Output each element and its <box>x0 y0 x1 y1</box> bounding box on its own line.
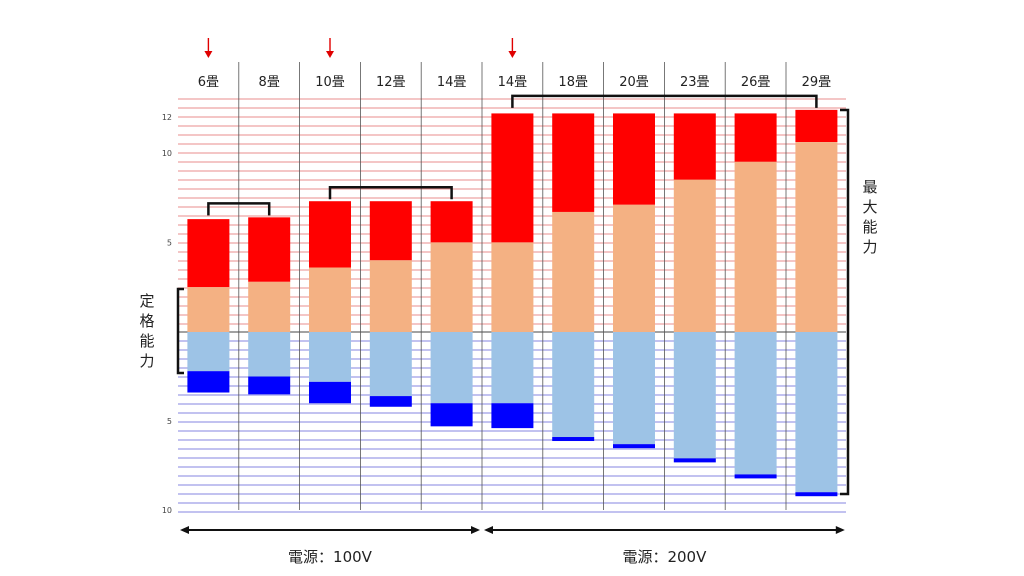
group-bracket <box>511 94 818 108</box>
bar-heating-max <box>187 371 230 393</box>
power-label: 電源：100V <box>288 548 373 566</box>
bar-heating-max <box>369 396 412 407</box>
category-label: 8畳 <box>259 75 280 90</box>
rated-capacity-annotation: 定 格 能 力 <box>139 287 184 375</box>
category-label: 26畳 <box>741 75 771 90</box>
group-bracket <box>328 185 453 200</box>
category-labels: 6畳 8畳 10畳 12畳 14畳 14畳 18畳 20畳 23畳 26畳 29畳 <box>198 75 831 90</box>
bar-cooling-rated <box>795 142 838 332</box>
tick-label-lower: 5 <box>167 417 172 426</box>
bar-cooling-rated <box>552 211 595 332</box>
bar-heating-rated <box>613 332 655 445</box>
rated-label-char-4: 力 <box>139 352 154 370</box>
bar-heating-rated <box>369 332 412 397</box>
bar-cooling-max <box>430 201 473 243</box>
axis-ticks: 12 10 5 5 10 <box>162 113 172 515</box>
bar-cooling-rated <box>309 267 351 332</box>
bar-heating-max <box>552 437 595 442</box>
bar-cooling-rated <box>369 260 412 332</box>
category-label: 14畳 <box>437 75 467 90</box>
bar-heating-rated <box>430 332 473 404</box>
bar-heating-max <box>309 381 351 404</box>
bar-cooling-max <box>369 201 412 261</box>
bar-cooling-rated <box>673 179 716 332</box>
bar-cooling-max <box>734 113 777 162</box>
bar-cooling-max <box>613 113 655 205</box>
bar-heating-max <box>491 403 534 429</box>
max-label-char-2: 大 <box>862 198 877 216</box>
arrow-head <box>326 51 334 58</box>
category-label: 18畳 <box>558 75 588 90</box>
highlight-arrows <box>204 38 517 58</box>
power-range-arrow-right <box>835 526 845 534</box>
power-groups: 電源：100V 電源：200V <box>180 526 845 566</box>
power-range-arrow-left <box>180 526 189 534</box>
bar-cooling-max <box>248 217 291 282</box>
arrow-head <box>204 51 213 58</box>
power-label: 電源：200V <box>622 548 707 566</box>
bar-cooling-max <box>187 219 230 288</box>
bar-heating-max <box>248 376 291 395</box>
rated-bracket <box>176 287 184 375</box>
group-brackets <box>207 94 818 216</box>
rated-label-char-3: 能 <box>139 332 154 350</box>
bar-heating-max <box>673 458 716 463</box>
bar-heating-max <box>734 474 777 479</box>
power-range-arrow-left <box>484 526 493 534</box>
category-label: 12畳 <box>376 75 406 90</box>
max-capacity-annotation: 最 大 能 力 <box>840 108 878 496</box>
bar-heating-max <box>613 444 655 449</box>
max-label-char-1: 最 <box>862 178 877 196</box>
bar-heating-max <box>430 403 473 427</box>
column-dividers <box>238 62 787 510</box>
bar-heating-rated <box>248 332 291 377</box>
category-label: 20畳 <box>619 75 649 90</box>
bar-cooling-max <box>673 113 716 180</box>
bar-cooling-rated <box>187 287 230 332</box>
bar-cooling-rated <box>248 281 291 332</box>
category-label: 6畳 <box>198 75 219 90</box>
tick-label-upper: 5 <box>167 238 172 247</box>
bar-cooling-max <box>552 113 595 212</box>
bar-cooling-max <box>309 201 351 268</box>
bar-cooling-max <box>795 109 838 143</box>
category-label: 14畳 <box>498 75 528 90</box>
bar-heating-rated <box>673 332 716 459</box>
bar-cooling-rated <box>491 242 534 332</box>
bar-heating-rated <box>552 332 595 438</box>
bar-cooling-rated <box>430 242 473 332</box>
arrow-head <box>508 51 517 58</box>
bar-cooling-rated <box>613 204 655 332</box>
category-label: 23畳 <box>680 75 710 90</box>
category-label: 10畳 <box>315 75 345 90</box>
tick-label-upper: 10 <box>162 149 172 158</box>
bar-heating-rated <box>491 332 534 404</box>
bar-heating-rated <box>309 332 351 382</box>
group-bracket <box>207 202 271 216</box>
category-label: 29畳 <box>802 75 832 90</box>
rated-label-char-1: 定 <box>139 292 154 310</box>
bar-heating-rated <box>795 332 838 493</box>
bar-cooling-max <box>491 113 534 243</box>
max-label-char-3: 能 <box>862 218 877 236</box>
bar-heating-max <box>795 492 838 497</box>
tick-label-upper: 12 <box>162 113 172 122</box>
power-range-arrow-right <box>471 526 480 534</box>
bar-heating-rated <box>734 332 777 475</box>
rated-label-char-2: 格 <box>139 312 154 330</box>
tick-label-lower: 10 <box>162 506 172 515</box>
bars <box>187 109 838 497</box>
bar-heating-rated <box>187 332 230 372</box>
bar-cooling-rated <box>734 161 777 332</box>
max-bracket <box>840 108 850 496</box>
max-label-char-4: 力 <box>862 238 877 256</box>
